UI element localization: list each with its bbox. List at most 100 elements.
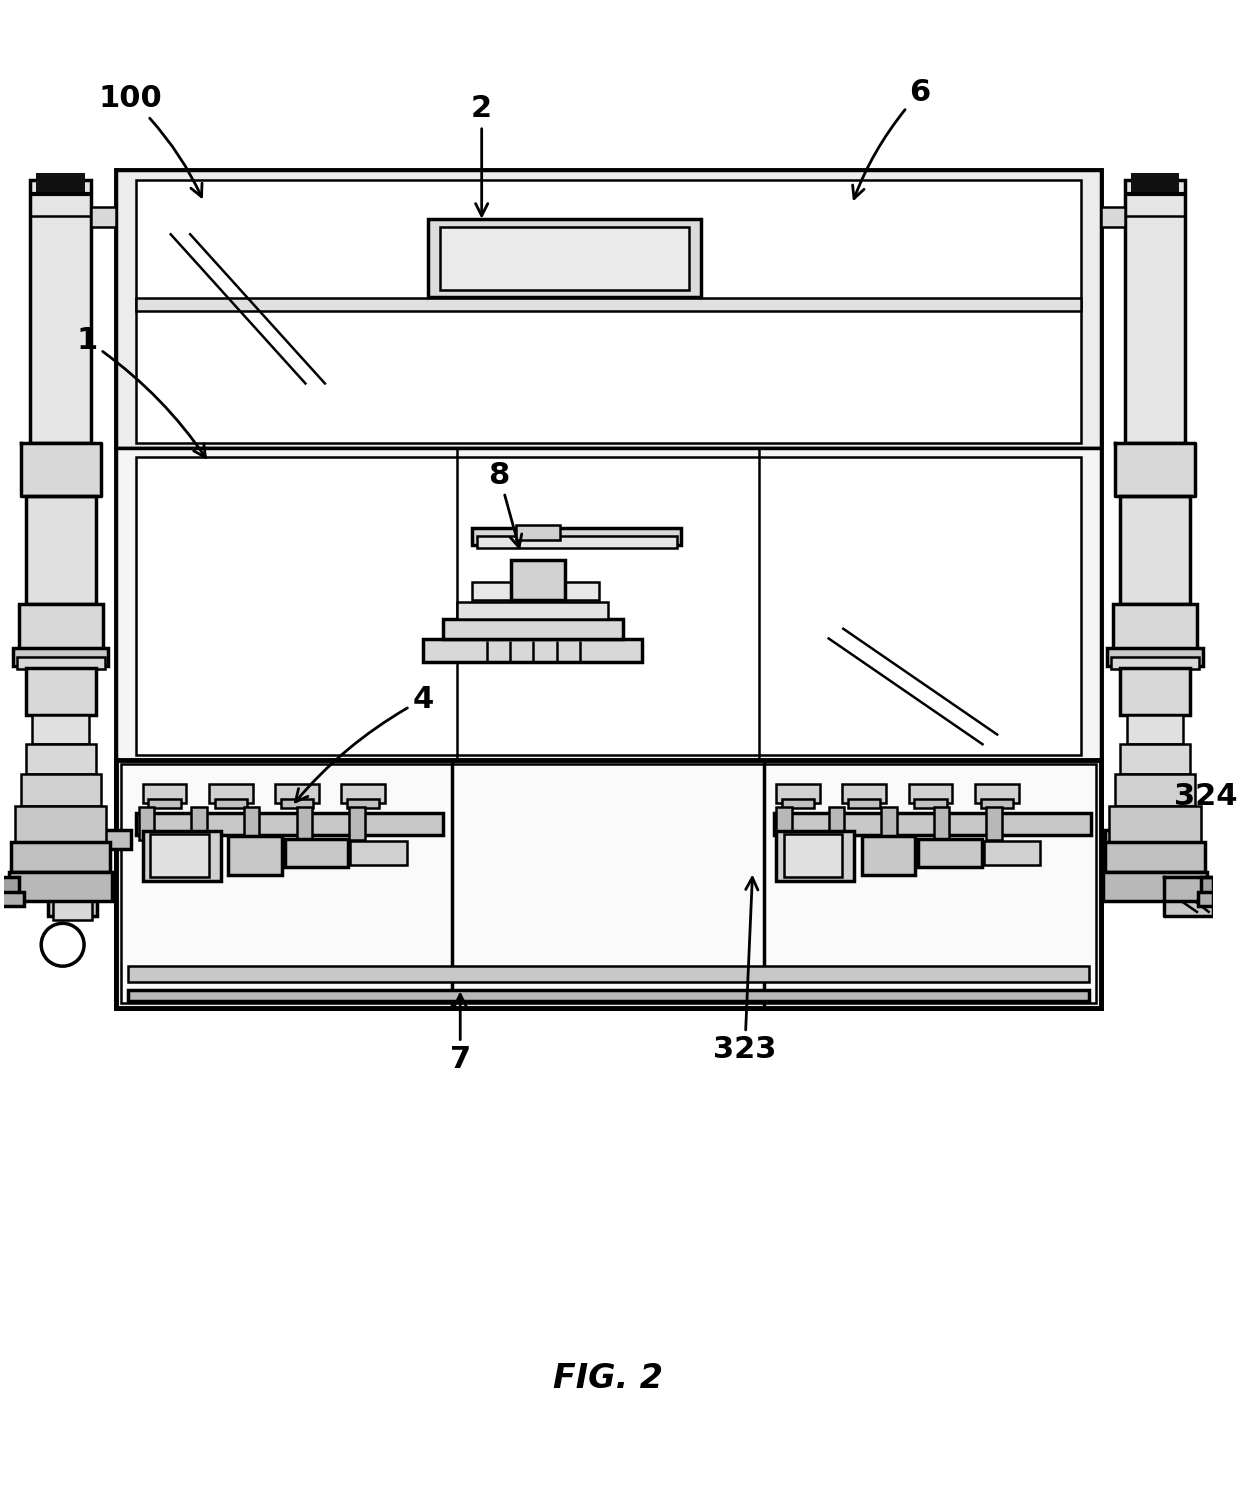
Bar [296, 807, 312, 840]
Bar [1105, 845, 1159, 882]
Bar [139, 807, 154, 840]
Bar [472, 583, 599, 599]
Bar [987, 807, 1002, 840]
Bar [341, 784, 386, 803]
Text: 2: 2 [471, 94, 492, 216]
Bar [26, 668, 95, 715]
Bar [882, 807, 897, 840]
Text: 1: 1 [77, 326, 206, 458]
Bar [981, 799, 1013, 809]
Bar [36, 172, 86, 195]
Bar [117, 760, 1101, 1008]
Bar [32, 715, 89, 744]
Bar [1101, 207, 1125, 226]
Bar [472, 528, 682, 546]
Text: FIG. 2: FIG. 2 [553, 1362, 663, 1395]
Bar [11, 843, 110, 871]
Bar [1111, 657, 1199, 669]
Bar [67, 830, 131, 849]
Text: 4: 4 [295, 684, 434, 801]
Bar [862, 836, 915, 874]
Polygon shape [1115, 443, 1195, 497]
Bar [215, 799, 247, 809]
Bar [1164, 839, 1182, 852]
Bar [350, 807, 365, 840]
Bar [828, 807, 844, 840]
Text: 8: 8 [489, 461, 522, 547]
Bar [1115, 775, 1195, 806]
Polygon shape [21, 443, 100, 497]
Bar [21, 775, 100, 806]
Bar [443, 619, 622, 639]
Bar [135, 813, 443, 834]
Bar [150, 834, 208, 876]
Bar [117, 170, 1101, 448]
Bar [440, 226, 689, 290]
Bar [143, 831, 221, 882]
Bar [26, 744, 95, 775]
Bar [1198, 892, 1225, 906]
Bar [31, 180, 91, 443]
Bar [43, 867, 74, 879]
Bar [15, 806, 107, 843]
Bar [281, 799, 312, 809]
Text: 6: 6 [853, 77, 931, 199]
Bar [776, 784, 820, 803]
Bar [228, 836, 281, 874]
Bar [135, 458, 1081, 755]
Bar [149, 799, 181, 809]
Bar [135, 180, 1081, 443]
Bar [9, 871, 113, 901]
Bar [244, 807, 259, 840]
Bar [128, 967, 1089, 981]
Bar [275, 784, 319, 803]
Bar [1125, 180, 1185, 443]
Bar [1120, 668, 1190, 715]
Bar [1105, 830, 1164, 849]
Bar [458, 602, 609, 619]
Text: 7: 7 [450, 995, 471, 1074]
Bar [191, 807, 207, 840]
Bar [511, 559, 564, 599]
Bar [423, 639, 642, 662]
Bar [122, 764, 453, 1004]
Bar [1, 877, 19, 901]
Bar [48, 852, 69, 871]
Bar [19, 604, 103, 650]
Bar [934, 807, 950, 840]
Bar [975, 784, 1018, 803]
Bar [1112, 859, 1151, 886]
Bar [1110, 806, 1200, 843]
Bar [1107, 648, 1203, 666]
Bar [842, 784, 887, 803]
Bar [1120, 744, 1190, 775]
Bar [782, 799, 813, 809]
Bar [909, 784, 952, 803]
Bar [53, 839, 71, 852]
Bar [848, 799, 880, 809]
Bar [285, 840, 348, 867]
Bar [48, 876, 97, 916]
Bar [117, 448, 1101, 760]
Bar [350, 842, 407, 865]
Bar [919, 840, 982, 867]
Bar [17, 657, 104, 669]
Bar [0, 892, 24, 906]
Text: 100: 100 [99, 85, 202, 196]
Bar [776, 831, 854, 882]
Bar [1200, 877, 1219, 901]
Bar [1105, 843, 1205, 871]
Bar [914, 799, 946, 809]
Bar [143, 784, 186, 803]
Bar [91, 207, 117, 226]
Bar [128, 989, 1089, 1001]
Bar [764, 764, 1096, 1004]
Text: 324: 324 [1174, 782, 1238, 810]
Bar [347, 799, 379, 809]
Bar [208, 784, 253, 803]
Bar [135, 297, 1081, 311]
Polygon shape [1164, 876, 1213, 916]
Bar [1127, 715, 1183, 744]
Bar [784, 834, 842, 876]
Bar [774, 813, 1091, 834]
